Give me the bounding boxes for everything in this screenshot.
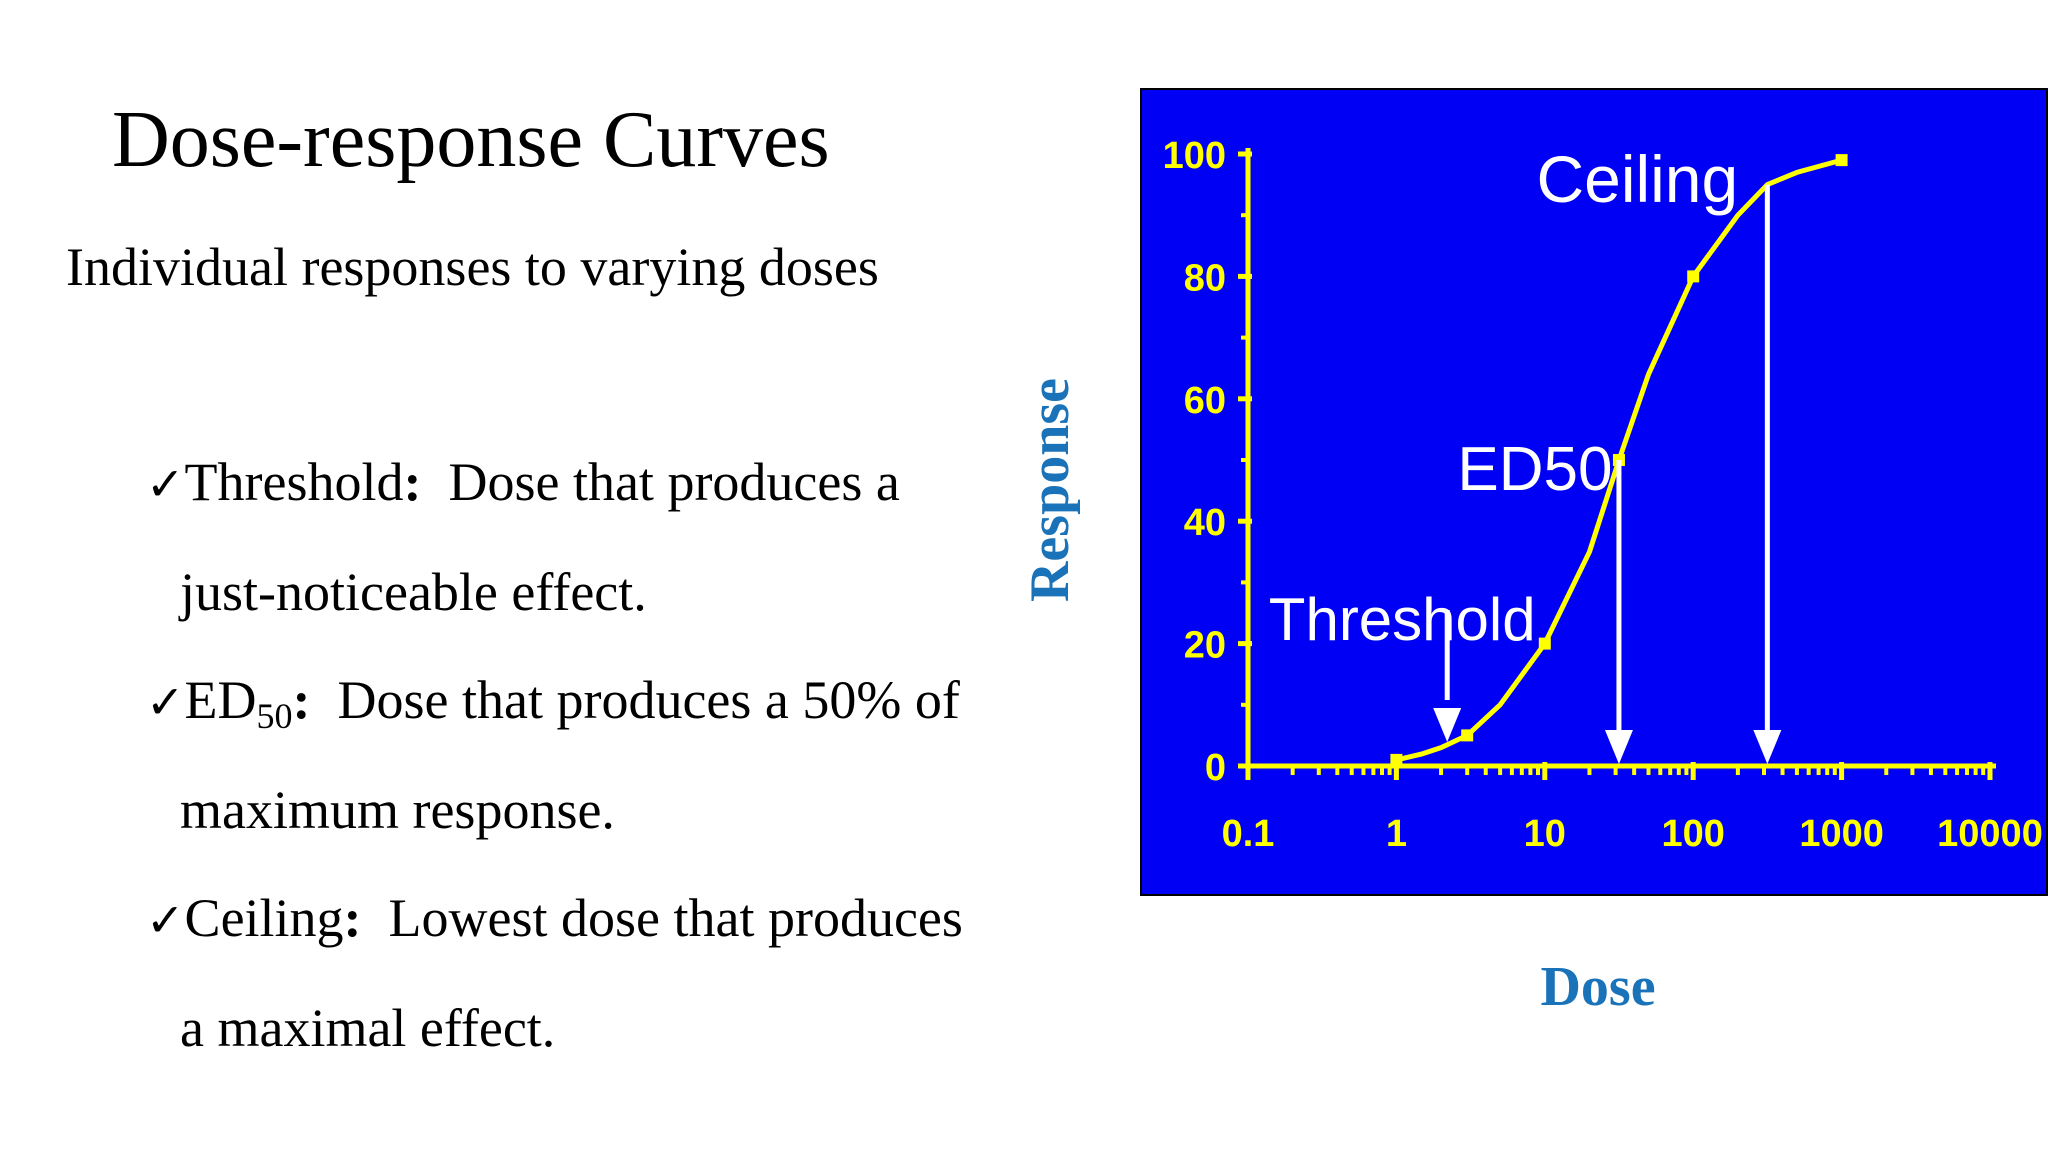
x-tick-label: 0.1 [1222,813,1275,855]
annotation-label-ed50: ED50 [1457,435,1612,504]
checkmark-icon: ✓ [146,893,185,947]
checkmark-icon: ✓ [146,457,185,511]
x-tick-label: 1000 [1799,813,1884,855]
y-tick-label: 0 [1205,747,1226,789]
x-tick-label: 100 [1661,813,1724,855]
bullet-text: Lowest dose that produces [361,888,963,948]
bullet-colon: : [292,670,311,730]
drop-arrow-head-ed50 [1604,730,1633,764]
bullet-ed50: ✓ED50: Dose that produces a 50% of maxim… [146,646,1086,864]
curve-data-point [1835,154,1848,167]
y-tick-label: 20 [1184,625,1226,667]
bullet-colon: : [343,888,362,948]
curve-data-point [1538,637,1551,650]
bullet-term-subscript: 50 [256,696,293,736]
bullet-line: ✓Threshold: Dose that produces a [146,428,1086,538]
y-tick-label: 100 [1163,135,1226,177]
bullet-text: Dose that produces a [421,452,900,512]
checkmark-icon: ✓ [146,675,185,729]
y-axis-title: Response [1019,377,1081,603]
annotation-label-threshold: Threshold [1269,586,1536,653]
curve-data-point [1687,270,1700,283]
curve-data-point [1461,729,1474,742]
drop-arrow-head-ceiling [1753,730,1782,764]
x-axis-title: Dose [1540,956,1656,1018]
annotation-label-ceiling: Ceiling [1536,142,1738,216]
bullet-text: Dose that produces a 50% of [310,670,960,730]
bullet-continuation: a maximal effect. [180,998,556,1058]
bullet-term: Ceiling [184,888,344,948]
slide-title: Dose-response Curves [112,96,830,184]
bullet-colon: : [403,452,422,512]
x-tick-label: 1 [1386,813,1407,855]
y-tick-label: 40 [1184,502,1226,544]
bullet-ceiling: ✓Ceiling: Lowest dose that produces a ma… [146,864,1086,1082]
y-tick-label: 60 [1184,380,1226,422]
y-tick-label: 80 [1184,257,1226,299]
x-tick-label: 10000 [1937,813,2043,855]
threshold-arrow-head [1433,708,1462,742]
bullet-threshold: ✓Threshold: Dose that produces a just-no… [146,428,1086,646]
bullet-line: ✓ED50: Dose that produces a 50% of [146,646,1086,756]
bullet-term: ED [184,670,257,730]
chart-panel: 0 20 40 60 80 100 0.1 1 10 100 1000 10000 Threshold E… [1140,88,2048,896]
bullet-continuation: maximum response. [180,780,615,840]
bullet-term: Threshold [184,452,404,512]
slide-subtitle: Individual responses to varying doses [66,237,879,297]
dose-response-curve [1395,157,1843,763]
bullet-continuation: just-noticeable effect. [180,562,647,622]
x-tick-label: 10 [1524,813,1566,855]
bullet-line: ✓Ceiling: Lowest dose that produces [146,864,1086,974]
bullet-list: ✓Threshold: Dose that produces a just-no… [146,428,1086,1082]
curve-data-point [1390,753,1403,766]
dose-response-chart: 0 20 40 60 80 100 0.1 1 10 100 1000 10000 Threshold E… [1163,135,2043,855]
